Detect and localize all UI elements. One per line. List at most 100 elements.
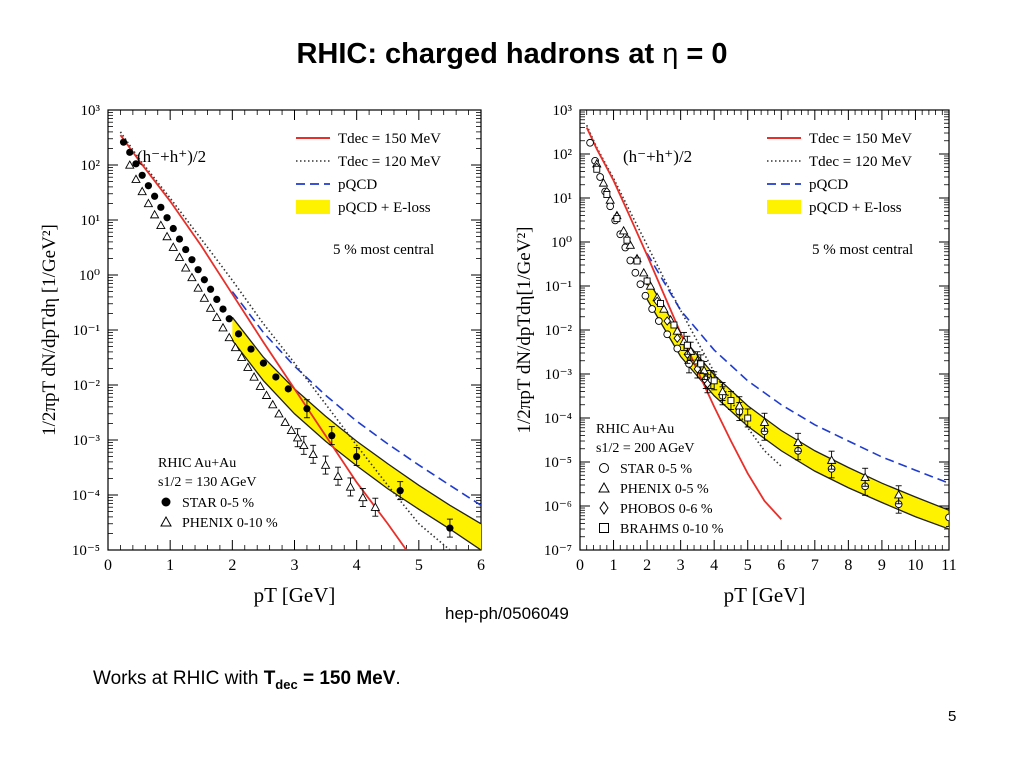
data-point	[638, 267, 649, 277]
title-eta: η	[662, 38, 679, 70]
caption-bold-t: T	[263, 668, 276, 689]
data-point	[717, 386, 728, 396]
data-point	[945, 513, 949, 522]
system-label: RHIC Au+Au	[158, 456, 236, 471]
data-point	[200, 276, 208, 284]
legend-label: pQCD	[809, 177, 848, 193]
data-point	[205, 303, 216, 312]
data-point	[243, 362, 253, 371]
data-point	[236, 352, 247, 361]
data-point	[144, 182, 153, 190]
data-point	[643, 277, 651, 285]
x-tick-label: 1	[610, 557, 618, 574]
data-point	[255, 381, 266, 390]
data-point	[663, 316, 671, 326]
system-label: RHIC Au+Au	[596, 422, 674, 437]
x-tick-label: 4	[710, 557, 718, 574]
data-point	[230, 342, 241, 352]
data-point	[328, 432, 336, 440]
plot-area	[119, 131, 481, 550]
data-point	[137, 186, 147, 196]
data-point	[613, 215, 621, 223]
data-point	[267, 399, 278, 409]
slide-title: RHIC: charged hadrons at η = 0	[0, 38, 1024, 71]
hydro-150-curve	[119, 134, 408, 550]
data-point	[188, 256, 196, 264]
caption-end: .	[395, 668, 401, 689]
x-tick-label: 2	[643, 557, 651, 574]
legend-marker-filled-circle	[161, 497, 171, 507]
data-point	[132, 160, 140, 168]
data-point	[606, 202, 615, 211]
data-point	[247, 345, 255, 353]
page-number: 5	[948, 708, 957, 725]
data-point	[199, 293, 210, 302]
legend-marker-open-triangle	[598, 481, 610, 493]
data-legend-label: PHENIX 0-10 %	[182, 516, 278, 531]
data-point	[131, 174, 141, 183]
centrality-note: 5 % most central	[812, 242, 913, 258]
eloss-edge	[231, 316, 481, 525]
data-point	[659, 304, 669, 313]
data-point	[586, 138, 594, 147]
legend-label: Tdec = 120 MeV	[338, 154, 441, 170]
data-point	[623, 236, 631, 244]
pqcd-curve	[646, 253, 949, 484]
data-point	[206, 285, 215, 293]
x-tick-label: 10	[907, 557, 923, 574]
eloss-band	[647, 278, 949, 530]
x-tick-label: 6	[777, 557, 785, 574]
data-point	[396, 487, 404, 495]
title-suffix: = 0	[678, 38, 728, 70]
y-tick-label: 10¹	[553, 191, 573, 207]
legend-label: pQCD + E-loss	[338, 200, 431, 216]
data-point	[286, 425, 297, 434]
data-point	[151, 192, 159, 200]
legend-marker-open-square	[599, 523, 609, 533]
data-point	[641, 291, 650, 300]
data-point	[187, 272, 197, 282]
data-point	[212, 312, 222, 321]
data-point	[699, 365, 709, 375]
data-point	[633, 257, 641, 265]
legend-label: Tdec = 120 MeV	[809, 154, 912, 170]
data-point	[645, 281, 656, 290]
plot-frame	[579, 109, 950, 551]
data-point	[218, 322, 228, 332]
data-point	[156, 220, 166, 229]
data-point	[180, 262, 191, 272]
data-point	[605, 195, 615, 204]
data-point	[683, 341, 691, 349]
y-tick-label: 10⁻²	[545, 323, 573, 339]
y-tick-label: 10⁻³	[545, 367, 573, 383]
data-point	[654, 317, 663, 325]
data-point	[261, 390, 272, 399]
data-point	[308, 449, 318, 458]
data-point	[274, 408, 284, 418]
caption: Works at RHIC with Tdec = 150 MeV.	[93, 668, 401, 692]
data-point	[603, 191, 611, 198]
reference-label: hep-ph/0506049	[445, 604, 569, 623]
data-point	[358, 492, 368, 502]
data-point	[663, 330, 672, 339]
x-tick-label: 1	[166, 557, 174, 574]
y-tick-label: 10⁻²	[73, 378, 101, 394]
data-point	[673, 333, 682, 343]
x-tick-label: 4	[353, 557, 361, 574]
data-point	[162, 231, 172, 241]
data-point	[345, 482, 356, 491]
data-legend-label: BRAHMS 0-10 %	[620, 522, 724, 537]
data-point	[143, 198, 154, 208]
legend-label: Tdec = 150 MeV	[338, 131, 441, 147]
legend-marker-open-circle	[599, 463, 609, 473]
title-prefix: RHIC: charged hadrons at	[296, 38, 663, 70]
pqcd-curve	[231, 291, 481, 506]
y-tick-label: 10¹	[81, 213, 101, 229]
data-point	[320, 460, 331, 469]
x-tick-label: 9	[878, 557, 886, 574]
data-point	[138, 171, 146, 179]
data-point	[693, 364, 702, 374]
data-point	[593, 165, 601, 173]
data-point	[598, 178, 609, 187]
